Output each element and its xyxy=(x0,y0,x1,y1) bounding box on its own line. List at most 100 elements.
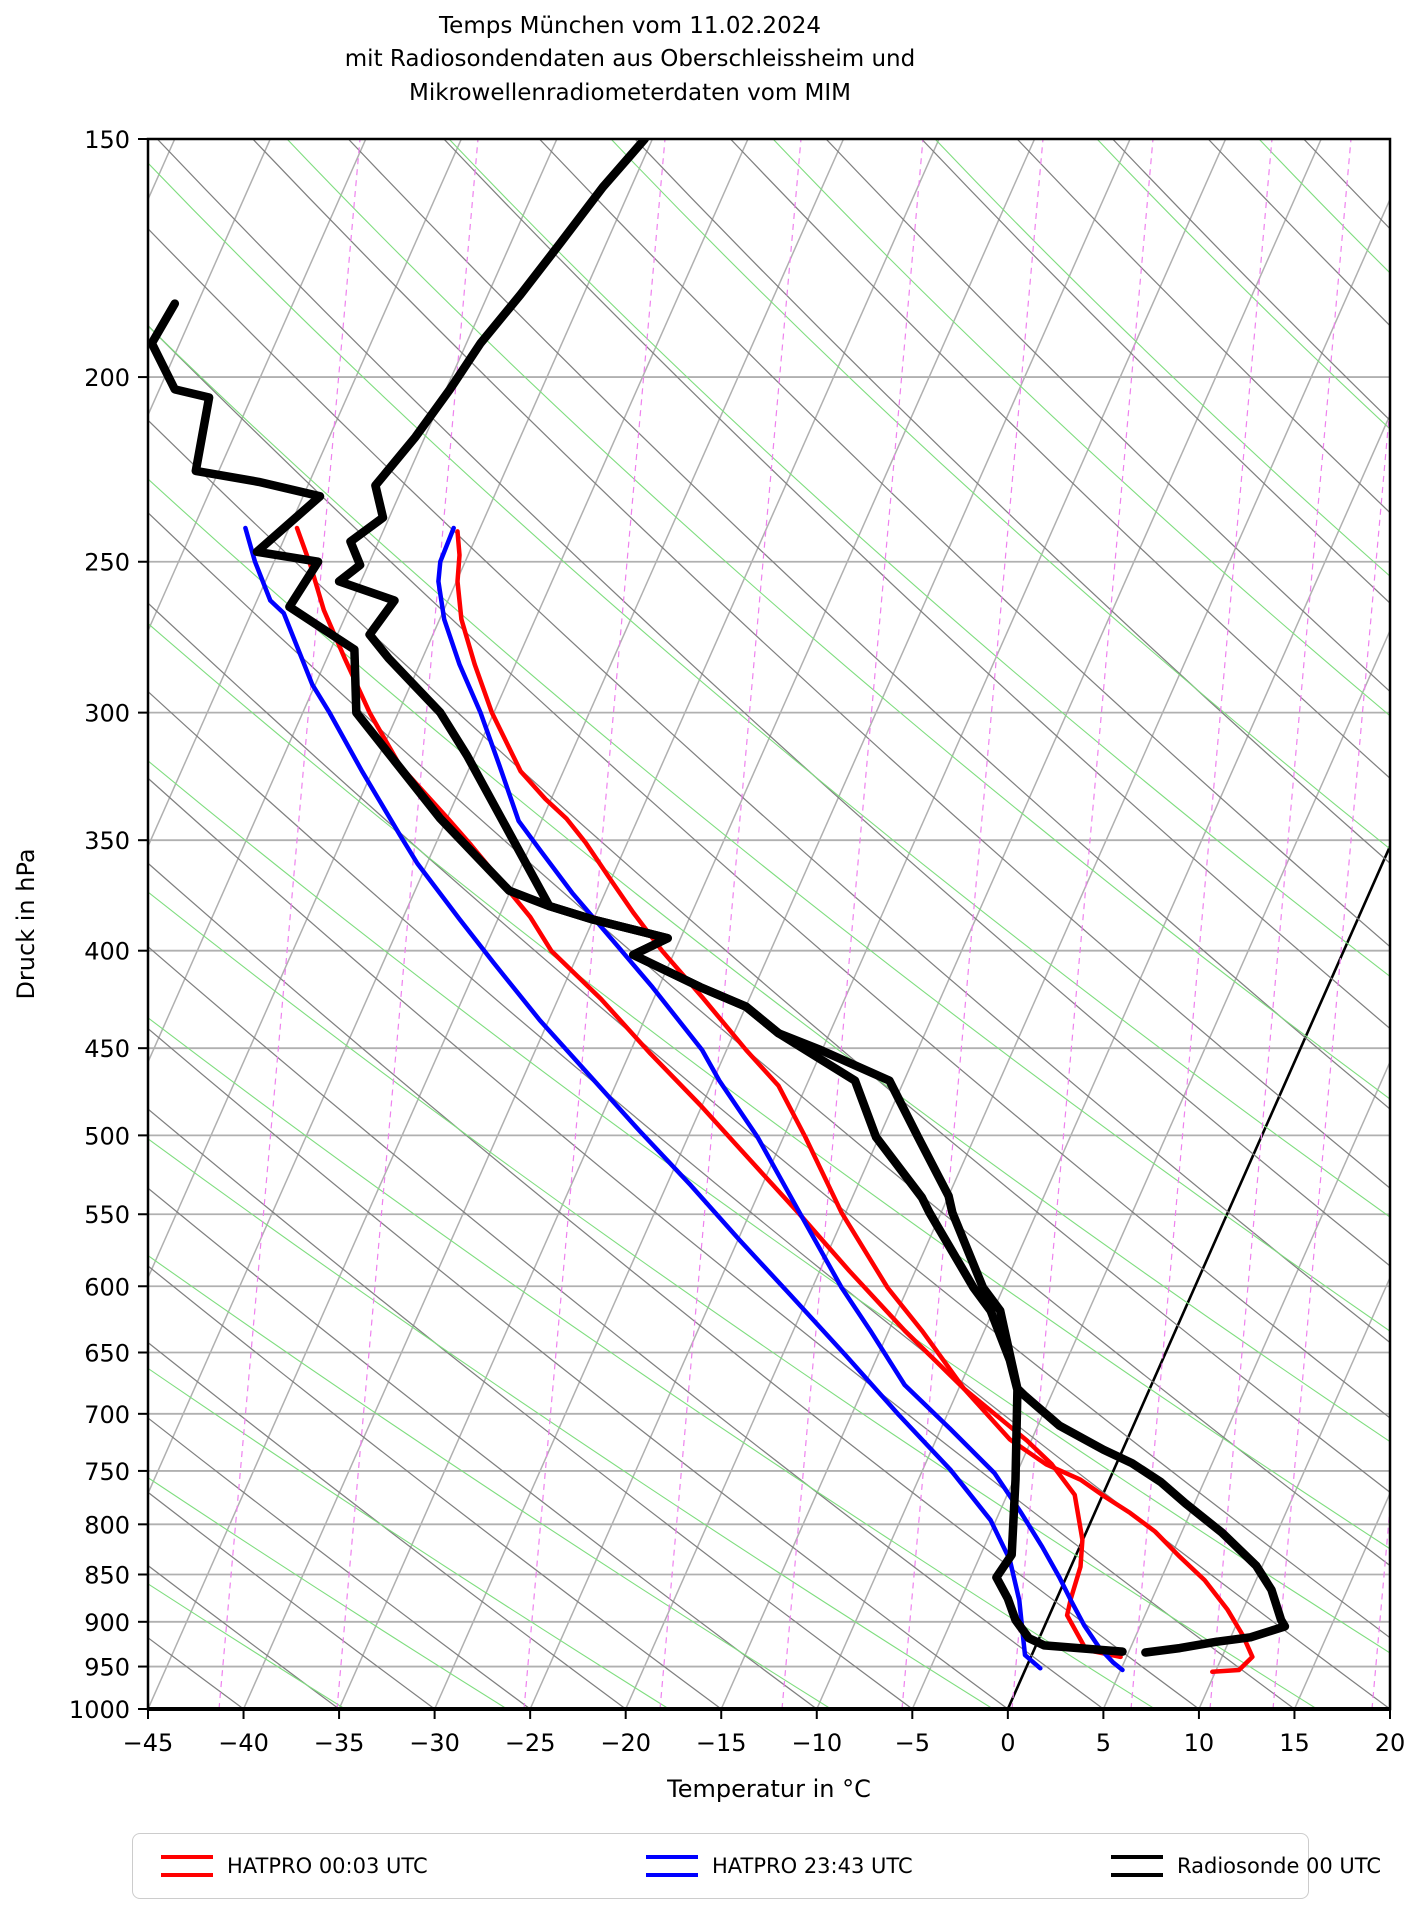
gridline-isotherm xyxy=(1198,1275,1390,1709)
gridline-dry-adiabat xyxy=(148,1187,818,1709)
gridline-dry-adiabat xyxy=(347,139,1390,1110)
y-tick-label: 950 xyxy=(84,1654,130,1682)
y-tick-label: 750 xyxy=(84,1458,130,1486)
x-tick-label: −45 xyxy=(123,1729,174,1757)
gridline-isotherm xyxy=(148,139,367,633)
gridline-moist-adiabat xyxy=(148,478,1390,1443)
y-tick-label: 250 xyxy=(84,549,130,577)
gridline-dry-adiabat xyxy=(1399,139,1427,1709)
gridline-moist-adiabat xyxy=(934,139,1390,577)
y-tick-label: 900 xyxy=(84,1609,130,1637)
gridline-dry-adiabat xyxy=(1112,139,1390,422)
legend-label: HATPRO 00:03 UTC xyxy=(227,1854,428,1878)
chart-title-line3: Mikrowellenradiometerdaten vom MIM xyxy=(408,79,852,106)
gridline-dry-adiabat xyxy=(148,511,1390,1567)
gridline-moist-adiabat xyxy=(148,1367,670,1709)
x-tick-label: −10 xyxy=(791,1729,842,1757)
gridline-isotherm xyxy=(1389,1707,1390,1709)
gridline-dry-adiabat xyxy=(148,777,1295,1709)
gridline-moist-adiabat xyxy=(1096,139,1390,430)
gridline-dry-adiabat xyxy=(443,139,1390,1030)
gridline-moist-adiabat xyxy=(1421,139,1427,1709)
curve-hatpro-00-03-utc-temperatur xyxy=(455,529,1255,1675)
x-tick-label: −20 xyxy=(600,1729,651,1757)
gridline-dry-adiabat xyxy=(148,227,1390,1344)
gridline-zero-isotherm xyxy=(1006,843,1390,1709)
gridline-isotherm xyxy=(1293,1491,1390,1709)
gridline-isotherm xyxy=(529,139,1227,1709)
legend-handle-black-lines xyxy=(1111,1851,1163,1881)
gridline-isotherm xyxy=(433,139,1131,1709)
gridline-dry-adiabat xyxy=(1207,139,1390,327)
x-tick-label: 5 xyxy=(1096,1729,1111,1757)
gridline-moist-adiabat xyxy=(148,1254,832,1709)
gridline-mixing-ratio xyxy=(1209,139,1352,1709)
gridline-dry-adiabat xyxy=(148,945,1104,1709)
gridline-isotherm xyxy=(625,139,1322,1709)
x-tick-label: −35 xyxy=(314,1729,365,1757)
y-tick-label: 850 xyxy=(84,1562,130,1590)
axes-frame xyxy=(146,137,1392,1711)
gridline-moist-adiabat xyxy=(148,1138,994,1709)
gridline-mixing-ratio xyxy=(1130,139,1273,1709)
curve-radiosonde-00-utc-taupunkt xyxy=(148,299,1127,1656)
gridline-moist-adiabat xyxy=(148,1477,508,1709)
gridline-dry-adiabat xyxy=(148,1417,531,1709)
gridline-dry-adiabat xyxy=(252,139,1390,1189)
y-tick-label: 450 xyxy=(84,1035,130,1063)
gridline-dry-adiabat xyxy=(634,139,1390,865)
curve-hatpro-23-43-utc-temperatur xyxy=(436,525,1125,1673)
gridline-moist-adiabat xyxy=(148,325,1390,1332)
x-tick-label: 20 xyxy=(1375,1729,1406,1757)
gridline-isotherm xyxy=(816,413,1390,1709)
gridline-isotherm xyxy=(148,139,749,1496)
x-tick-label: −40 xyxy=(218,1729,269,1757)
y-tick-label: 700 xyxy=(84,1401,130,1429)
y-tick-label: 400 xyxy=(84,938,130,966)
gridline-mixing-ratio xyxy=(523,139,666,1709)
gridline-dry-adiabat xyxy=(148,862,1200,1709)
gridline-isotherm xyxy=(148,139,845,1709)
gridline-moist-adiabat xyxy=(148,162,1390,1218)
y-axis-label: Druck in hPa xyxy=(12,848,40,999)
gridline-mixing-ratio xyxy=(1371,1501,1390,1709)
gridline-moist-adiabat xyxy=(148,760,1390,1654)
gridline-isotherm xyxy=(148,139,654,1280)
gridline-dry-adiabat xyxy=(538,139,1390,948)
gridline-mixing-ratio xyxy=(781,139,924,1709)
curve-hatpro-00-03-utc-taupunkt xyxy=(294,525,1123,1660)
gridline-isotherm xyxy=(338,139,1036,1709)
x-tick-label: −15 xyxy=(696,1729,747,1757)
y-tick-label: 1000 xyxy=(69,1696,130,1724)
gridline-moist-adiabat xyxy=(772,139,1390,717)
legend-item-hatpro-2343: HATPRO 23:43 UTC xyxy=(646,1834,913,1898)
gridline-dry-adiabat xyxy=(148,1027,1009,1709)
legend-label: HATPRO 23:43 UTC xyxy=(712,1854,913,1878)
gridline-isotherm xyxy=(242,139,940,1709)
y-tick-label: 300 xyxy=(84,700,130,728)
x-tick-label: 0 xyxy=(1000,1729,1015,1757)
gridline-dry-adiabat xyxy=(148,1108,913,1709)
y-tick-label: 550 xyxy=(84,1201,130,1229)
y-tick-label: 150 xyxy=(84,126,130,154)
gridline-dry-adiabat xyxy=(148,1265,722,1709)
x-tick-label: −30 xyxy=(409,1729,460,1757)
y-tick-label: 800 xyxy=(84,1511,130,1539)
legend-handle-blue-lines xyxy=(646,1851,698,1881)
chart-title: Temps München vom 11.02.2024 mit Radioso… xyxy=(0,10,1260,110)
y-tick-label: 350 xyxy=(84,827,130,855)
gridline-isotherm xyxy=(148,139,271,417)
x-tick-label: 10 xyxy=(1184,1729,1215,1757)
x-tick-label: 15 xyxy=(1279,1729,1310,1757)
y-tick-label: 200 xyxy=(84,364,130,392)
gridline-isotherm xyxy=(720,197,1390,1709)
gridline-dry-adiabat xyxy=(730,139,1390,780)
gridline-dry-adiabat xyxy=(1016,139,1390,514)
x-tick-label: −25 xyxy=(505,1729,556,1757)
gridline-dry-adiabat xyxy=(156,139,1390,1267)
gridline-moist-adiabat xyxy=(148,891,1318,1709)
gridline-dry-adiabat xyxy=(148,1341,627,1709)
gridline-dry-adiabat xyxy=(148,602,1390,1639)
gridline-dry-adiabat xyxy=(825,139,1390,693)
